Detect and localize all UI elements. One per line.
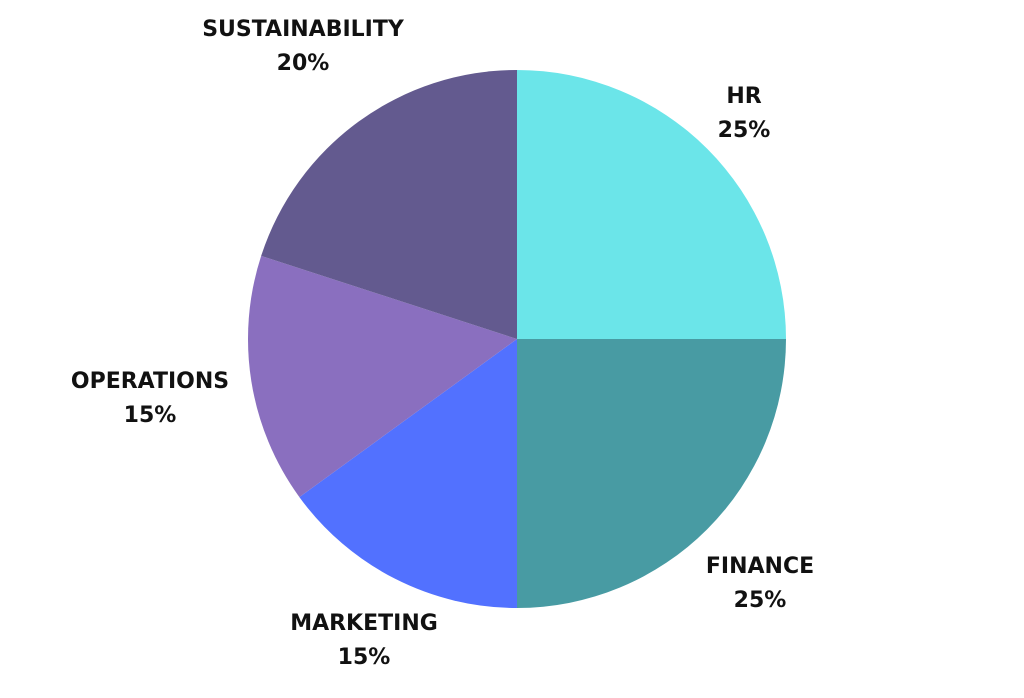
label-finance: FINANCE 25% [706,550,814,618]
label-marketing-percent: 15% [337,645,391,670]
label-hr: HR 25% [718,80,771,148]
label-operations-percent: 15% [123,403,177,428]
label-marketing: MARKETING 15% [290,607,438,675]
pie-slice-operations [248,255,518,498]
label-hr-name: HR [726,84,762,109]
pie-slice-marketing [299,339,517,608]
pie-slice-finance [517,339,786,608]
label-sustainability: SUSTAINABILITY 20% [202,13,404,81]
label-finance-name: FINANCE [705,554,815,579]
label-sustainability-name: SUSTAINABILITY [202,17,404,42]
label-finance-percent: 25% [733,588,787,613]
pie-slice-sustainability [261,70,517,339]
label-marketing-name: MARKETING [290,611,438,636]
pie-slice-hr [517,70,786,339]
label-operations: OPERATIONS 15% [71,365,229,433]
label-sustainability-percent: 20% [276,51,330,76]
label-operations-name: OPERATIONS [70,369,230,394]
label-hr-percent: 25% [717,118,771,143]
